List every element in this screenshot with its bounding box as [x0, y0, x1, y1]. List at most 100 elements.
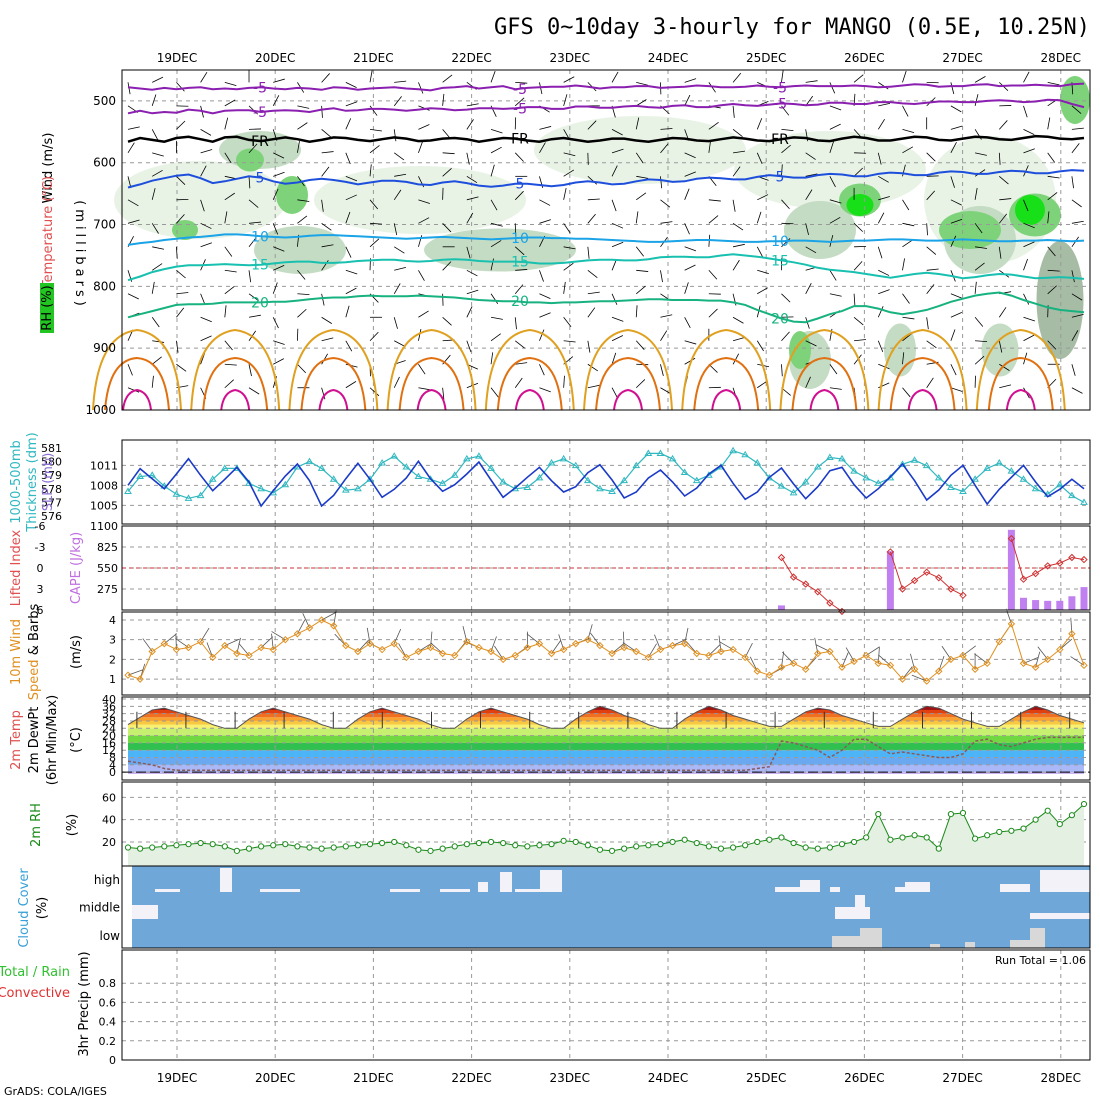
wind-barb — [490, 222, 503, 227]
bottom-date-axis: 19DEC 20DEC 21DEC 22DEC 23DEC 24DEC 25DEC 26DEC… — [157, 1071, 1081, 1085]
wind-barb — [902, 128, 915, 134]
wind-barb — [950, 142, 957, 154]
wind-barb — [514, 97, 525, 107]
isotherm-line — [127, 291, 1085, 324]
wind-10m-barb — [781, 651, 794, 664]
lifted-index-point — [1031, 569, 1040, 578]
wind-barb — [805, 80, 818, 83]
low-cloud-bar — [1030, 928, 1045, 948]
thickness-tick-label: 577 — [41, 496, 62, 509]
wind-barb — [466, 340, 472, 353]
wind-10m-barb — [902, 666, 913, 680]
rh-tick-label: 60 — [102, 791, 116, 804]
wind-speed-point — [124, 671, 132, 679]
rh-point — [536, 842, 543, 849]
wind-barb — [636, 269, 649, 272]
thickness-point — [462, 454, 471, 462]
wind-barb — [732, 166, 741, 177]
cape-tick-label: 550 — [97, 562, 118, 575]
wind-barb — [1023, 199, 1029, 212]
wind-barb — [127, 199, 139, 207]
wind-barb — [563, 375, 565, 388]
cloud-background — [132, 866, 1090, 948]
thickness-point — [257, 484, 265, 492]
wind-barb — [660, 387, 672, 395]
wind-barb — [345, 82, 357, 88]
wind-barb — [200, 199, 205, 212]
wind-barb — [563, 262, 574, 271]
wind-barb — [539, 312, 551, 318]
high-cloud-bar — [540, 870, 562, 892]
rh-point — [584, 842, 591, 849]
thickness-point — [789, 488, 798, 496]
thickness-point — [729, 446, 737, 454]
wind-barb — [224, 286, 235, 295]
isotherm-25-arch — [190, 328, 281, 411]
wind-barb — [224, 305, 227, 318]
rh-point — [633, 843, 640, 850]
rh-blob — [789, 331, 811, 369]
wind-barb — [732, 72, 742, 83]
wind-tick-label: 3 — [109, 634, 116, 647]
wind-10m-barb — [878, 654, 891, 666]
wind-barb — [998, 152, 1001, 165]
wind-barb — [853, 293, 856, 306]
wind-barb — [490, 146, 502, 154]
thickness-point — [1019, 475, 1028, 482]
high-cloud-bar — [220, 868, 232, 892]
wind-barb — [611, 293, 618, 305]
wind-barb — [563, 317, 572, 327]
wind-barb — [950, 364, 957, 376]
wind-barb — [224, 340, 233, 351]
rh-blob — [784, 201, 856, 259]
thickness-point — [874, 479, 883, 486]
temp-tick-label: 16 — [102, 737, 116, 750]
wind-barb — [998, 307, 1007, 318]
wind-barb — [539, 293, 551, 300]
wind-barb — [442, 93, 445, 106]
wind-barb — [393, 376, 400, 388]
rh-point — [1008, 827, 1015, 834]
wind-barb — [805, 246, 817, 254]
isotherm-label: 5 — [776, 169, 785, 185]
isotherm-30-arch — [693, 356, 760, 411]
wind-barb — [878, 289, 890, 295]
high-cloud-bar — [515, 889, 540, 892]
wind-barb — [224, 211, 228, 224]
wind-barb — [321, 222, 332, 231]
wind-barb — [466, 103, 479, 107]
wind-speed-point — [826, 647, 834, 656]
wind-speed-point — [378, 645, 386, 654]
wind-barb — [224, 152, 232, 164]
wind-speed-point — [317, 616, 326, 624]
thickness-point — [1068, 491, 1076, 499]
cape-bar — [1044, 600, 1052, 610]
wind-barb — [878, 269, 890, 276]
wind-barb — [176, 292, 189, 295]
thickness-point — [1007, 467, 1016, 474]
minmax-axis-label: (6hr Min/Max) — [45, 695, 60, 785]
wind-barb — [829, 176, 836, 188]
rh-point — [572, 838, 579, 846]
wind-barb — [466, 175, 478, 184]
wind-speed-point — [535, 639, 544, 648]
lifted-index-line — [889, 551, 964, 596]
wind-barb — [805, 223, 809, 236]
wind-barb — [611, 387, 619, 399]
wind-speed-point — [221, 641, 229, 650]
isotherm-30-arch — [595, 356, 661, 411]
wind-barb — [587, 307, 596, 318]
wind-barb — [490, 333, 501, 342]
wind-barb — [708, 215, 719, 224]
wind-barb — [757, 380, 768, 389]
wind-speed-point — [886, 661, 895, 670]
low-cloud-bar — [832, 936, 860, 948]
wind-speed-point — [862, 651, 870, 660]
wind-barb — [732, 199, 736, 212]
wind-speed-point — [838, 663, 846, 671]
lifted-index-line — [781, 557, 843, 612]
bottom-tick-label: 25DEC — [746, 1071, 786, 1085]
wind-speed-point — [438, 649, 447, 658]
wind-barb — [732, 316, 744, 324]
rh-point — [403, 842, 410, 849]
